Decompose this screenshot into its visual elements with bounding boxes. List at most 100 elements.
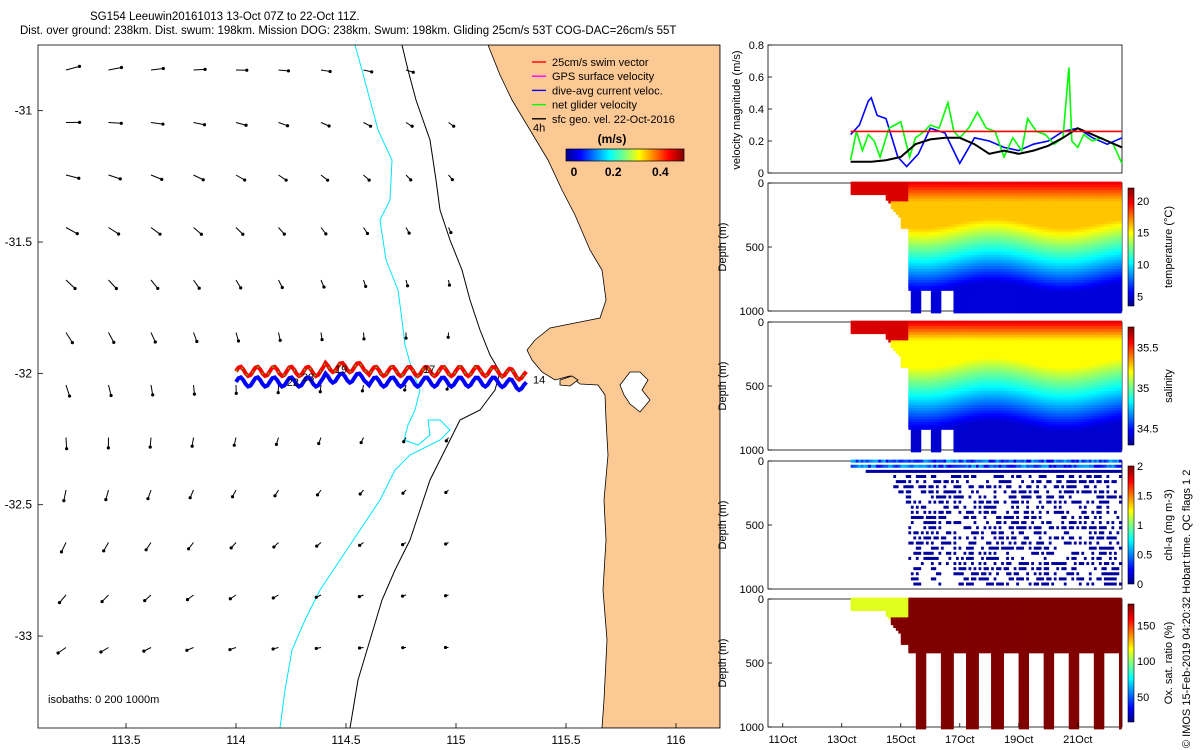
velocity-arrowhead xyxy=(366,232,369,235)
section-sample xyxy=(1021,308,1024,313)
velocity-arrow xyxy=(66,438,67,449)
section-sample xyxy=(896,210,899,215)
velocity-arrowhead xyxy=(58,601,61,604)
velocity-arrowhead xyxy=(326,179,329,182)
legend-label: GPS surface velocity xyxy=(552,71,655,83)
velocity-arrowhead xyxy=(149,445,152,448)
section-sample xyxy=(1056,308,1059,313)
isobath-note: isobaths: 0 200 1000m xyxy=(48,694,159,706)
velocity-arrowhead xyxy=(189,496,192,499)
velocity-arrowhead xyxy=(76,232,79,235)
velocity-arrowhead xyxy=(281,286,284,289)
section-sample xyxy=(1019,308,1022,313)
map-y-tick-label: -32 xyxy=(15,366,33,380)
velocity-arrowhead xyxy=(361,389,364,392)
section-sample xyxy=(878,190,881,195)
section-sample xyxy=(901,224,904,229)
velocity-arrowhead xyxy=(449,231,452,234)
velocity-arrowhead xyxy=(203,123,206,126)
section-sample xyxy=(1049,308,1052,313)
velocity-arrowhead xyxy=(156,287,159,290)
section-sample xyxy=(1029,308,1032,313)
section-sample xyxy=(1011,308,1014,313)
velocity-arrowhead xyxy=(151,393,154,396)
section-sample xyxy=(868,190,871,195)
velocity-arrowhead xyxy=(316,493,319,496)
section-sample xyxy=(931,308,934,313)
section-sample xyxy=(943,286,946,291)
section-panel: 05001000Depth (m)5101520temperature (°C) xyxy=(717,178,1175,318)
velocity-arrowhead xyxy=(272,545,275,548)
velocity-arrowhead xyxy=(109,394,112,397)
velocity-arrowhead xyxy=(230,546,233,549)
velocity-arrowhead xyxy=(448,284,451,287)
velocity-arrowhead xyxy=(409,178,412,181)
section-sample xyxy=(1031,308,1034,313)
map-x-tick-label: 114 xyxy=(226,733,245,747)
velocity-arrowhead xyxy=(370,70,373,73)
section-sample xyxy=(1044,308,1047,313)
velocity-y-tick-label: 0.2 xyxy=(749,136,764,148)
velocity-arrowhead xyxy=(319,390,322,393)
section-sample xyxy=(1004,308,1007,313)
section-sample xyxy=(994,308,997,313)
velocity-arrowhead xyxy=(362,337,365,340)
section-sample xyxy=(1041,308,1044,313)
velocity-arrowhead xyxy=(364,285,367,288)
velocity-arrowhead xyxy=(71,341,74,344)
section-sample xyxy=(916,308,919,313)
velocity-arrowhead xyxy=(73,287,76,290)
velocity-arrowhead xyxy=(273,494,276,497)
section-sample xyxy=(969,308,972,313)
velocity-arrowhead xyxy=(315,545,318,548)
glider-mission-figure: SG154 Leeuwin20161013 13-Oct 07Z to 22-O… xyxy=(0,0,1200,750)
track-label: 14 xyxy=(533,375,545,387)
section-sample xyxy=(851,190,854,195)
velocity-arrowhead xyxy=(401,594,404,597)
section-sample xyxy=(961,308,964,313)
velocity-arrowhead xyxy=(411,125,414,128)
velocity-arrowhead xyxy=(285,179,288,182)
velocity-arrowhead xyxy=(233,444,236,447)
velocity-arrowhead xyxy=(78,65,81,68)
velocity-arrowhead xyxy=(120,66,123,69)
section-sample xyxy=(986,308,989,313)
velocity-panel: 00.20.40.60.8 velocity magnitude (m/s) xyxy=(731,40,1122,180)
velocity-arrowhead xyxy=(369,125,372,128)
section-sample xyxy=(956,308,959,313)
map-x-tick-label: 115.5 xyxy=(551,733,580,747)
map-y-tick-label: -31 xyxy=(15,104,33,118)
velocity-arrowhead xyxy=(277,391,280,394)
velocity-arrowhead xyxy=(272,596,275,599)
velocity-arrowhead xyxy=(229,597,232,600)
velocity-arrowhead xyxy=(239,286,242,289)
velocity-arrowhead xyxy=(243,178,246,181)
track-label: 22 xyxy=(287,377,299,389)
velocity-arrowhead xyxy=(65,447,68,450)
velocity-arrowhead xyxy=(112,341,115,344)
velocity-y-tick-label: 0.8 xyxy=(749,40,764,52)
velocity-arrowhead xyxy=(99,650,102,653)
velocity-arrowhead xyxy=(146,497,149,500)
section-sample xyxy=(1046,308,1049,313)
velocity-arrowhead xyxy=(358,595,361,598)
section-sample xyxy=(966,308,969,313)
velocity-arrowhead xyxy=(231,495,234,498)
section-sample xyxy=(918,308,921,313)
velocity-arrowhead xyxy=(271,647,274,650)
velocity-arrowhead xyxy=(401,492,404,495)
velocity-arrowhead xyxy=(142,650,145,653)
velocity-arrowhead xyxy=(315,647,318,650)
velocity-arrowhead xyxy=(68,394,71,397)
section-sample xyxy=(964,308,967,313)
velocity-arrowhead xyxy=(77,177,80,180)
section-sample xyxy=(856,190,859,195)
colorbar-tick-label: 0 xyxy=(571,165,578,179)
velocity-arrowhead xyxy=(402,440,405,443)
section-sample xyxy=(861,190,864,195)
velocity-arrowhead xyxy=(100,600,103,603)
section-sample xyxy=(1061,308,1064,313)
velocity-arrowhead xyxy=(62,499,65,502)
velocity-arrowhead xyxy=(161,122,164,125)
velocity-arrowhead xyxy=(324,232,327,235)
